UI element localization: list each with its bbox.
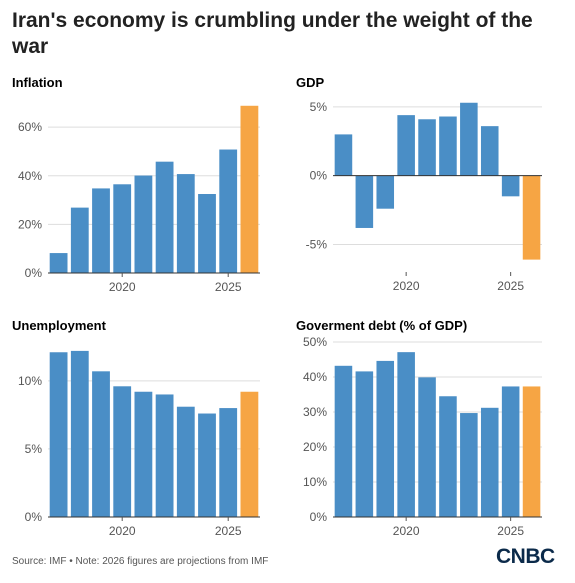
debt-bar-2025 xyxy=(501,386,520,517)
unemployment-subtitle: Unemployment xyxy=(12,318,106,333)
inflation-xtick-label: 2020 xyxy=(109,280,136,294)
inflation-bar-2026 xyxy=(240,105,259,274)
debt-bar-2022 xyxy=(439,396,457,517)
debt-bar-2020 xyxy=(397,352,415,517)
inflation-ytick-label: 20% xyxy=(18,217,42,231)
debt-ytick-label: 30% xyxy=(303,405,327,419)
gdp-xtick-label: 2020 xyxy=(393,279,420,293)
debt-bar-2023 xyxy=(460,413,478,517)
inflation-bar-2019 xyxy=(92,188,110,273)
inflation-bar-2024 xyxy=(198,194,216,273)
gdp-bar-2019 xyxy=(376,175,395,209)
inflation-ytick-label: 0% xyxy=(25,266,43,280)
inflation-ytick-label: 60% xyxy=(18,120,42,134)
inflation-bar-2022 xyxy=(155,161,174,273)
gdp-bar-2026 xyxy=(522,175,541,260)
debt-bar-2026 xyxy=(522,386,541,517)
unemployment-bar-2026 xyxy=(240,391,259,517)
inflation-bar-2017 xyxy=(49,253,68,273)
unemployment-ytick-label: 0% xyxy=(25,510,43,524)
unemployment-bar-2023 xyxy=(176,406,195,517)
source-note: Source: IMF • Note: 2026 figures are pro… xyxy=(12,556,269,567)
debt-subtitle: Goverment debt (% of GDP) xyxy=(296,318,468,333)
gdp-ytick-label: -5% xyxy=(306,237,328,251)
inflation-bar-2020 xyxy=(113,184,132,273)
inflation-bar-2025 xyxy=(219,149,238,273)
gdp-ytick-label: 5% xyxy=(310,100,328,114)
gdp-bar-2024 xyxy=(480,126,499,176)
debt-ytick-label: 20% xyxy=(303,440,327,454)
unemployment-xtick-label: 2025 xyxy=(215,524,242,538)
unemployment-xtick-label: 2020 xyxy=(109,524,136,538)
debt-ytick-label: 50% xyxy=(303,335,327,349)
unemployment-bar-2020 xyxy=(113,386,132,517)
gdp-bar-2021 xyxy=(418,119,436,176)
gdp-bar-2022 xyxy=(439,116,457,176)
gdp-bar-2025 xyxy=(501,175,520,197)
debt-xtick-label: 2020 xyxy=(393,524,420,538)
debt-ytick-label: 40% xyxy=(303,370,327,384)
gdp-ytick-label: 0% xyxy=(310,169,328,183)
debt-bar-2017 xyxy=(334,365,353,517)
unemployment-ytick-label: 10% xyxy=(18,374,42,388)
unemployment-bar-2017 xyxy=(49,352,68,517)
cnbc-logo: CNBC xyxy=(496,545,555,568)
inflation-bar-2021 xyxy=(134,175,153,273)
unemployment-bar-2025 xyxy=(219,408,238,517)
inflation-bar-2018 xyxy=(70,207,89,273)
chart-title: Iran's economy is crumbling under the we… xyxy=(12,9,533,58)
unemployment-ytick-label: 5% xyxy=(25,442,43,456)
inflation-ytick-label: 40% xyxy=(18,169,42,183)
inflation-subtitle: Inflation xyxy=(12,75,63,90)
debt-bar-2018 xyxy=(355,371,374,517)
debt-bar-2021 xyxy=(418,377,436,517)
unemployment-bar-2019 xyxy=(92,371,110,517)
gdp-bar-2018 xyxy=(355,175,374,228)
gdp-bar-2020 xyxy=(397,115,415,176)
unemployment-bar-2018 xyxy=(70,350,89,517)
unemployment-bar-2022 xyxy=(155,394,174,517)
debt-ytick-label: 0% xyxy=(310,510,328,524)
unemployment-bar-2021 xyxy=(134,391,153,517)
gdp-bar-2023 xyxy=(460,102,478,176)
debt-xtick-label: 2025 xyxy=(497,524,524,538)
debt-bar-2019 xyxy=(376,360,395,517)
gdp-subtitle: GDP xyxy=(296,75,325,90)
debt-bar-2024 xyxy=(480,407,499,517)
gdp-bar-2017 xyxy=(334,134,353,176)
inflation-xtick-label: 2025 xyxy=(215,280,242,294)
debt-ytick-label: 10% xyxy=(303,475,327,489)
unemployment-bar-2024 xyxy=(198,413,216,517)
gdp-xtick-label: 2025 xyxy=(497,279,524,293)
inflation-bar-2023 xyxy=(176,174,195,273)
